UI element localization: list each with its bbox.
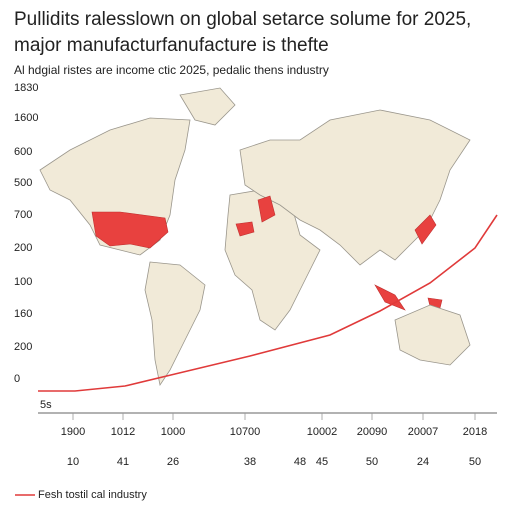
x-label: 1012 (111, 426, 135, 438)
y-label: 0 (14, 373, 20, 385)
trend-line (38, 214, 498, 392)
x-label: 26 (167, 456, 179, 468)
x-label: 38 (244, 456, 256, 468)
y-label: 200 (14, 341, 32, 353)
y-label: 700 (14, 209, 32, 221)
legend-label: Fesh tostil cal industry (38, 489, 147, 501)
x-label: 10002 (307, 426, 338, 438)
x-label: 20090 (357, 426, 388, 438)
y-label: 160 (14, 308, 32, 320)
subtitle: Al hdgial ristes are income ctic 2025, p… (14, 63, 329, 77)
axis-note: 5s (40, 399, 52, 411)
x-label: 1900 (61, 426, 85, 438)
x-label: 10 (67, 456, 79, 468)
x-label: 10700 (230, 426, 261, 438)
y-label: 100 (14, 276, 32, 288)
title-line: major manufacturfanufacture is thefte (14, 35, 329, 56)
y-label: 1600 (14, 112, 38, 124)
x-label: 24 (417, 456, 429, 468)
y-label: 1830 (14, 82, 38, 94)
title-line: Pullidits ralesslown on global setarce s… (14, 9, 471, 30)
y-label: 200 (14, 242, 32, 254)
x-label: 48 (294, 456, 306, 468)
x-label: 41 (117, 456, 129, 468)
x-label: 50 (366, 456, 378, 468)
x-label: 20007 (408, 426, 439, 438)
x-label: 45 (316, 456, 328, 468)
x-ticks (72, 413, 476, 420)
x-label: 2018 (463, 426, 487, 438)
x-label: 50 (469, 456, 481, 468)
y-label: 500 (14, 177, 32, 189)
x-label: 1000 (161, 426, 185, 438)
world-map (39, 87, 471, 387)
y-label: 600 (14, 146, 32, 158)
